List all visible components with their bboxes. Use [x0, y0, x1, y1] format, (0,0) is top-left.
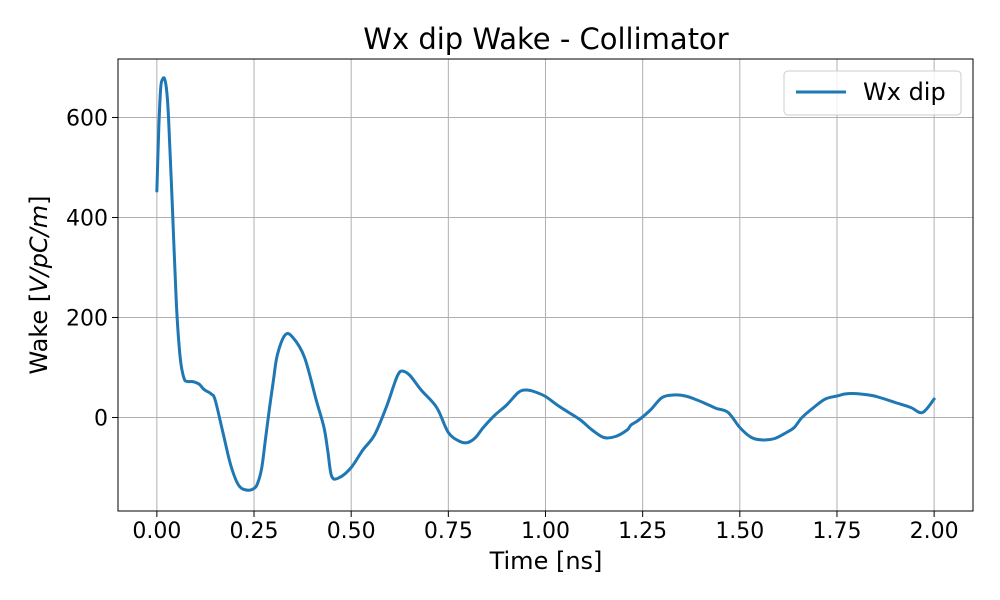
x-axis-label: Time [ns] — [489, 547, 603, 575]
y-axis-ticks: 0 200 400 600 — [66, 107, 118, 432]
legend-box — [783, 70, 962, 116]
x-tick-label: 1.75 — [812, 519, 861, 544]
x-tick-label: 0.50 — [327, 519, 376, 544]
x-tick-label: 1.25 — [618, 519, 667, 544]
series-line-wx-dip — [155, 76, 936, 492]
x-tick-label: 0.75 — [424, 519, 473, 544]
y-axis-label: Wake [V/pC/m] — [25, 195, 53, 374]
y-axis-label-unit: V/pC/m — [25, 205, 53, 293]
x-axis-ticks: 0.00 0.25 0.50 0.75 1.00 1.25 1.50 1.75 2.00 — [132, 511, 959, 544]
x-tick-label: 0.25 — [230, 519, 279, 544]
chart-title: Wx dip Wake - Collimator — [363, 22, 729, 56]
series-layer — [155, 76, 936, 492]
x-tick-label: 2.00 — [910, 519, 959, 544]
x-tick-label: 1.50 — [715, 519, 764, 544]
y-axis-label-prefix: Wake [ — [25, 293, 53, 375]
legend-label-wx-dip: Wx dip — [863, 78, 946, 106]
y-tick-label: 0 — [94, 407, 108, 432]
x-tick-label: 0.00 — [132, 519, 181, 544]
y-tick-label: 600 — [66, 107, 108, 132]
y-tick-label: 200 — [66, 307, 108, 332]
grid — [118, 59, 973, 511]
y-axis-label-suffix: ] — [25, 195, 53, 204]
y-tick-label: 400 — [66, 207, 108, 232]
legend: Wx dip — [783, 70, 962, 116]
x-tick-label: 1.00 — [521, 519, 570, 544]
